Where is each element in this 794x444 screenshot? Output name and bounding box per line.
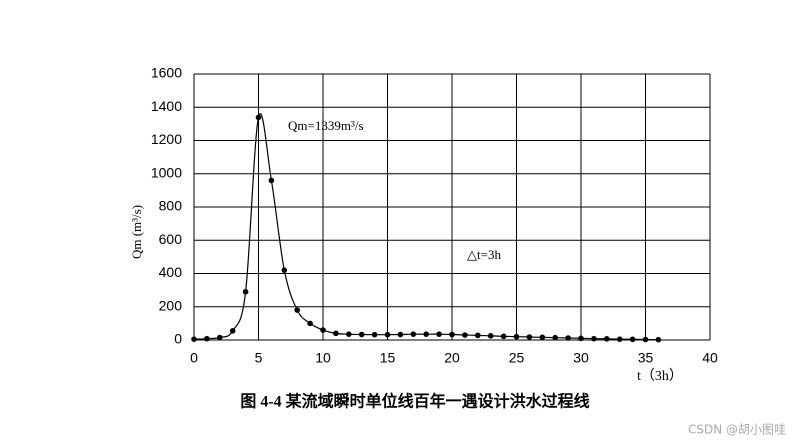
point bbox=[320, 327, 326, 333]
x-tick-label: 30 bbox=[573, 350, 589, 366]
x-tick-label: 40 bbox=[702, 350, 718, 366]
point bbox=[333, 330, 339, 337]
y-tick-label: 800 bbox=[159, 198, 183, 214]
point bbox=[358, 331, 365, 338]
point bbox=[565, 335, 571, 341]
chart-title: 图 4-4 某流域瞬时单位线百年一遇设计洪水过程线 bbox=[240, 392, 589, 411]
y-tick-label: 1400 bbox=[151, 98, 182, 114]
point bbox=[487, 333, 494, 339]
point bbox=[475, 332, 481, 339]
x-tick-label: 5 bbox=[255, 350, 263, 366]
y-tick-label: 600 bbox=[159, 231, 183, 247]
x-tick-label: 35 bbox=[638, 350, 654, 366]
point bbox=[346, 331, 352, 337]
point bbox=[268, 177, 275, 184]
point bbox=[307, 320, 313, 327]
point bbox=[539, 334, 546, 341]
point bbox=[655, 336, 662, 343]
interval-annotation: △t=3h bbox=[467, 247, 501, 262]
point bbox=[500, 333, 507, 340]
point bbox=[294, 307, 301, 313]
point bbox=[281, 267, 288, 273]
point bbox=[191, 336, 197, 342]
point bbox=[397, 331, 404, 338]
y-tick-label: 1000 bbox=[151, 164, 182, 180]
point bbox=[578, 335, 584, 342]
point bbox=[526, 334, 533, 340]
x-tick-label: 0 bbox=[190, 350, 198, 366]
peak-annotation: Qm=1339m³/s bbox=[288, 118, 364, 133]
y-tick-label: 200 bbox=[159, 297, 183, 313]
point bbox=[204, 335, 210, 342]
point bbox=[436, 331, 442, 337]
y-tick-label: 1600 bbox=[151, 65, 182, 81]
point bbox=[255, 114, 262, 121]
point bbox=[604, 336, 610, 342]
point bbox=[423, 331, 430, 337]
y-tick-label: 400 bbox=[159, 264, 183, 280]
x-axis-label: t（3h） bbox=[637, 368, 683, 384]
x-tick-label: 10 bbox=[315, 350, 331, 366]
point bbox=[371, 331, 378, 338]
x-tick-label: 25 bbox=[509, 350, 525, 366]
point bbox=[449, 331, 455, 338]
x-tick-label: 15 bbox=[380, 350, 396, 366]
point bbox=[513, 333, 520, 340]
point bbox=[629, 336, 636, 343]
point bbox=[552, 334, 558, 341]
point bbox=[217, 334, 223, 341]
point bbox=[242, 288, 249, 295]
point bbox=[462, 332, 468, 338]
line bbox=[193, 113, 659, 341]
point bbox=[384, 331, 391, 338]
point bbox=[642, 336, 649, 343]
point bbox=[591, 335, 597, 342]
point bbox=[616, 336, 623, 342]
x-tick-label: 20 bbox=[444, 350, 460, 366]
y-tick-label: 1200 bbox=[151, 131, 182, 147]
point bbox=[229, 328, 236, 334]
watermark: CSDN @胡小图哇 bbox=[688, 423, 786, 437]
y-tick-label: 0 bbox=[174, 331, 182, 347]
y-axis-label: Qm (m³/s) bbox=[129, 205, 144, 259]
point bbox=[410, 331, 417, 337]
